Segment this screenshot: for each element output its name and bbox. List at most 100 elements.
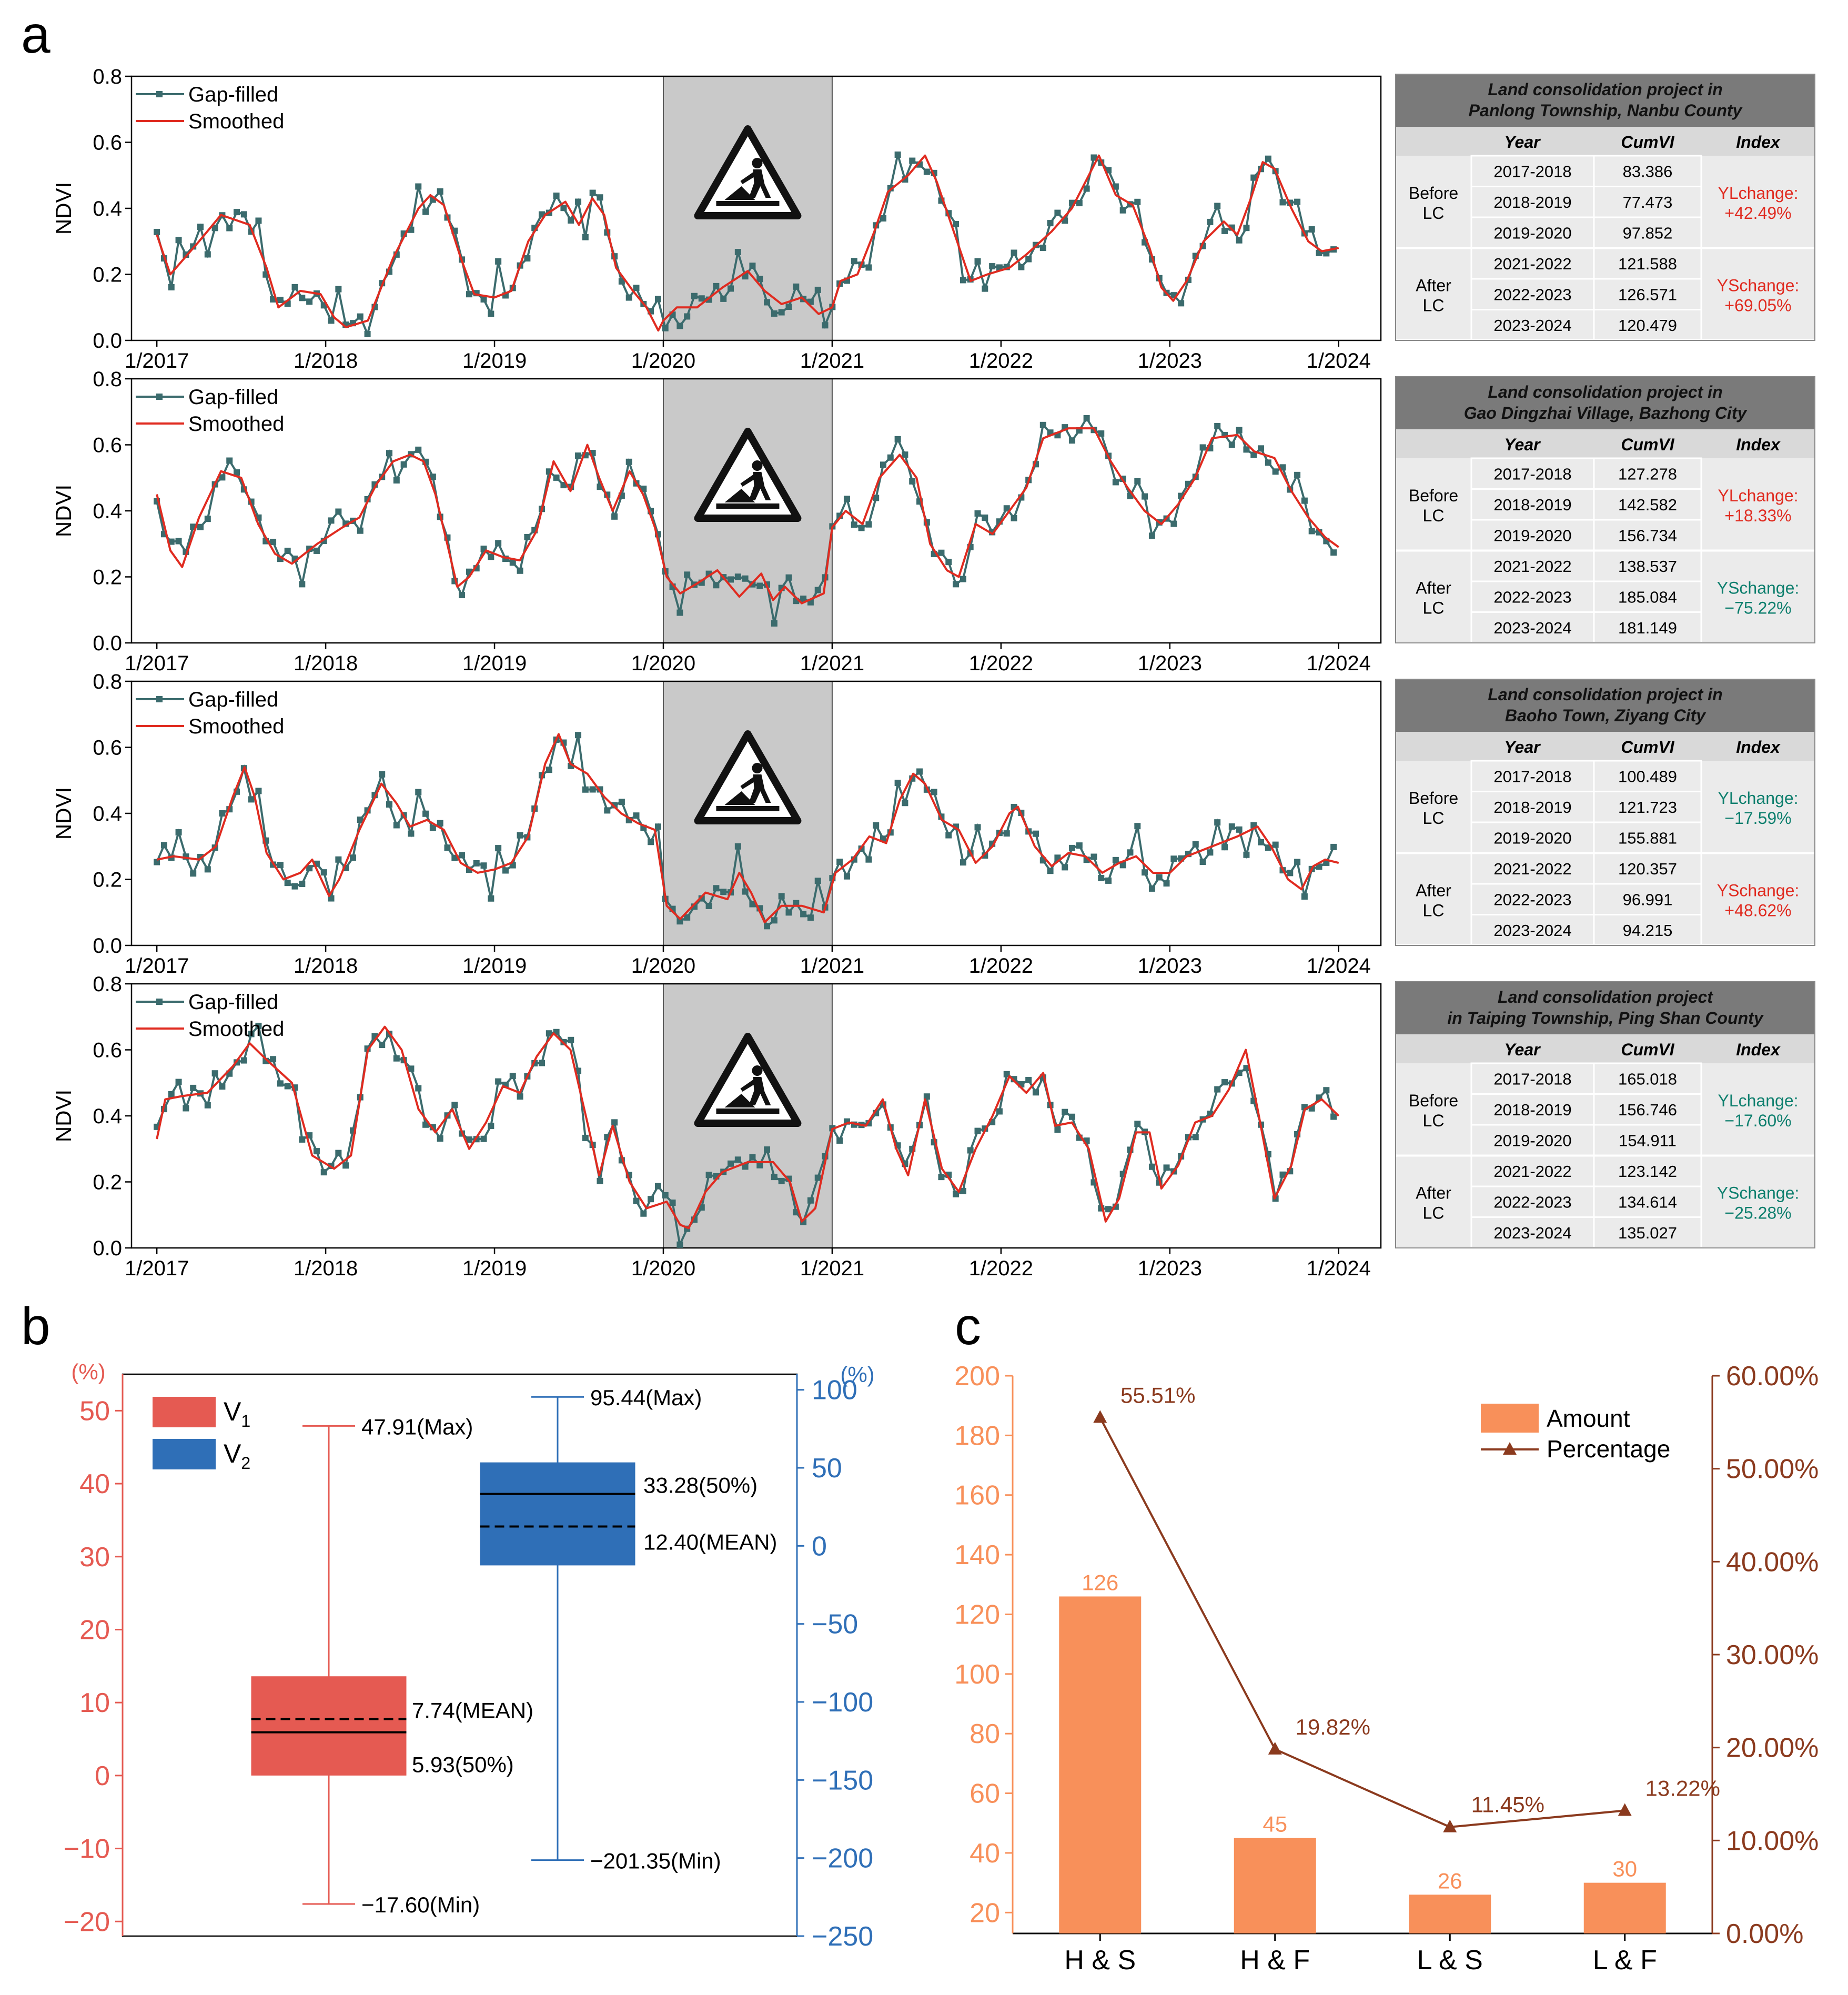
gap-filled-marker — [597, 194, 603, 201]
gap-filled-marker — [814, 587, 821, 593]
left-y-tick-label: 20 — [79, 1615, 110, 1645]
cumvi-cell: 154.911 — [1619, 1131, 1677, 1150]
gap-filled-marker — [248, 796, 255, 803]
gap-filled-marker — [1011, 1076, 1017, 1083]
gap-filled-marker — [749, 263, 756, 269]
gap-filled-marker — [1192, 1134, 1199, 1141]
gap-filled-marker — [785, 909, 792, 916]
gap-filled-marker — [982, 514, 988, 521]
gap-filled-marker — [1105, 877, 1112, 884]
gap-filled-marker — [960, 576, 966, 582]
table-header-cell: Index — [1736, 435, 1781, 454]
gap-filled-marker — [749, 901, 756, 908]
gap-filled-marker — [306, 865, 313, 872]
year-cell: 2018-2019 — [1493, 496, 1571, 514]
gap-filled-marker — [669, 1200, 676, 1206]
percentage-label: 19.82% — [1296, 1715, 1370, 1739]
gap-filled-marker — [1025, 256, 1032, 263]
x-tick-label: 1/2022 — [969, 652, 1033, 675]
gap-filled-marker — [589, 189, 596, 196]
gap-filled-marker — [393, 477, 400, 484]
gap-filled-marker — [1148, 1163, 1155, 1170]
gap-filled-marker — [575, 452, 582, 459]
group-label-line1: Before — [1409, 184, 1458, 203]
gap-filled-marker — [1134, 478, 1141, 485]
gap-filled-marker — [255, 788, 262, 794]
gap-filled-marker — [851, 521, 857, 528]
gap-filled-marker — [734, 1156, 741, 1163]
x-tick-label: 1/2019 — [462, 1257, 527, 1280]
max-label: 47.91(Max) — [361, 1414, 473, 1439]
index-label: YLchange: — [1718, 184, 1798, 203]
gap-filled-marker — [1025, 1076, 1032, 1083]
left-y-tick-label: 120 — [954, 1599, 1000, 1630]
gap-filled-marker — [720, 295, 727, 302]
median-label: 5.93(50%) — [412, 1752, 514, 1777]
gap-filled-marker — [277, 297, 284, 304]
right-y-tick-label: −200 — [812, 1843, 873, 1874]
gap-filled-marker — [1163, 880, 1170, 887]
gap-filled-marker — [1142, 869, 1148, 876]
y-axis-label: NDVI — [51, 1090, 76, 1142]
cumvi-table-1: Land consolidation project in Panlong Tow… — [1395, 74, 1815, 341]
table-border — [1395, 376, 1815, 643]
gap-filled-marker — [800, 596, 807, 602]
gap-filled-marker — [1243, 1065, 1250, 1072]
gap-filled-marker — [349, 854, 356, 861]
gap-filled-marker — [1142, 493, 1148, 500]
gap-filled-marker — [168, 284, 175, 290]
gap-filled-marker — [800, 911, 807, 918]
percentage-label: 55.51% — [1120, 1383, 1195, 1407]
index-value: −17.60% — [1724, 1111, 1791, 1130]
gap-filled-marker — [306, 298, 313, 305]
gap-filled-marker — [953, 1191, 960, 1197]
index-label: YLchange: — [1718, 1091, 1798, 1110]
panel-label-c: c — [955, 1297, 981, 1356]
left-y-tick-label: 20 — [970, 1898, 1000, 1928]
left-y-tick-label: 0 — [95, 1761, 110, 1791]
gap-filled-marker — [676, 1241, 683, 1248]
year-cell: 2019-2020 — [1493, 829, 1571, 847]
gap-filled-marker — [960, 1187, 966, 1194]
iqr-box — [480, 1462, 635, 1566]
gap-filled-marker — [335, 508, 342, 515]
ndvi-chart-4: 0.0 0.2 0.4 0.6 0.8 NDVI 1/2017 1/2018 1/2019 1/2… — [51, 973, 1382, 1280]
left-y-tick-label: 80 — [970, 1719, 1000, 1749]
cumvi-cell: 120.357 — [1618, 860, 1677, 878]
index-value: +18.33% — [1724, 506, 1791, 525]
gap-filled-marker — [240, 211, 247, 218]
left-y-tick-label: 40 — [79, 1469, 110, 1499]
gap-filled-marker — [1236, 237, 1243, 244]
legend-v2-subscript: 2 — [241, 1454, 250, 1473]
x-tick-label: L & F — [1593, 1945, 1657, 1976]
gap-filled-marker — [1301, 893, 1308, 900]
gap-filled-marker — [713, 885, 720, 892]
gap-filled-marker — [633, 1197, 640, 1204]
box-v1: 47.91(Max) −17.60(Min) 7.74(MEAN) 5.93(50%) — [251, 1414, 533, 1917]
gap-filled-marker — [154, 859, 160, 865]
group-label-line2: LC — [1423, 809, 1445, 828]
x-tick-label: 1/2023 — [1138, 349, 1202, 372]
gap-filled-marker — [393, 1055, 400, 1062]
gap-filled-marker — [495, 540, 502, 547]
x-tick-label: 1/2024 — [1307, 349, 1371, 372]
gap-filled-marker — [219, 474, 226, 481]
gap-filled-marker — [277, 862, 284, 869]
gap-filled-marker — [190, 870, 197, 877]
x-tick-label: L & S — [1417, 1945, 1483, 1976]
amount-bar — [1234, 1838, 1316, 1933]
gap-filled-marker — [996, 264, 1003, 271]
gap-filled-marker — [807, 914, 814, 921]
cumvi-cell: 165.018 — [1618, 1070, 1677, 1088]
gap-filled-marker — [654, 823, 661, 830]
gap-filled-marker — [793, 283, 800, 290]
y-tick-label: 0.8 — [93, 368, 122, 391]
gap-filled-marker — [902, 800, 908, 807]
index-label: YSchange: — [1717, 1183, 1800, 1202]
gap-filled-marker — [488, 310, 494, 317]
gap-filled-marker — [698, 295, 705, 302]
gap-filled-marker — [422, 810, 429, 817]
gap-filled-marker — [1243, 225, 1250, 231]
gap-filled-marker — [618, 799, 625, 805]
x-tick-label: 1/2017 — [125, 349, 189, 372]
